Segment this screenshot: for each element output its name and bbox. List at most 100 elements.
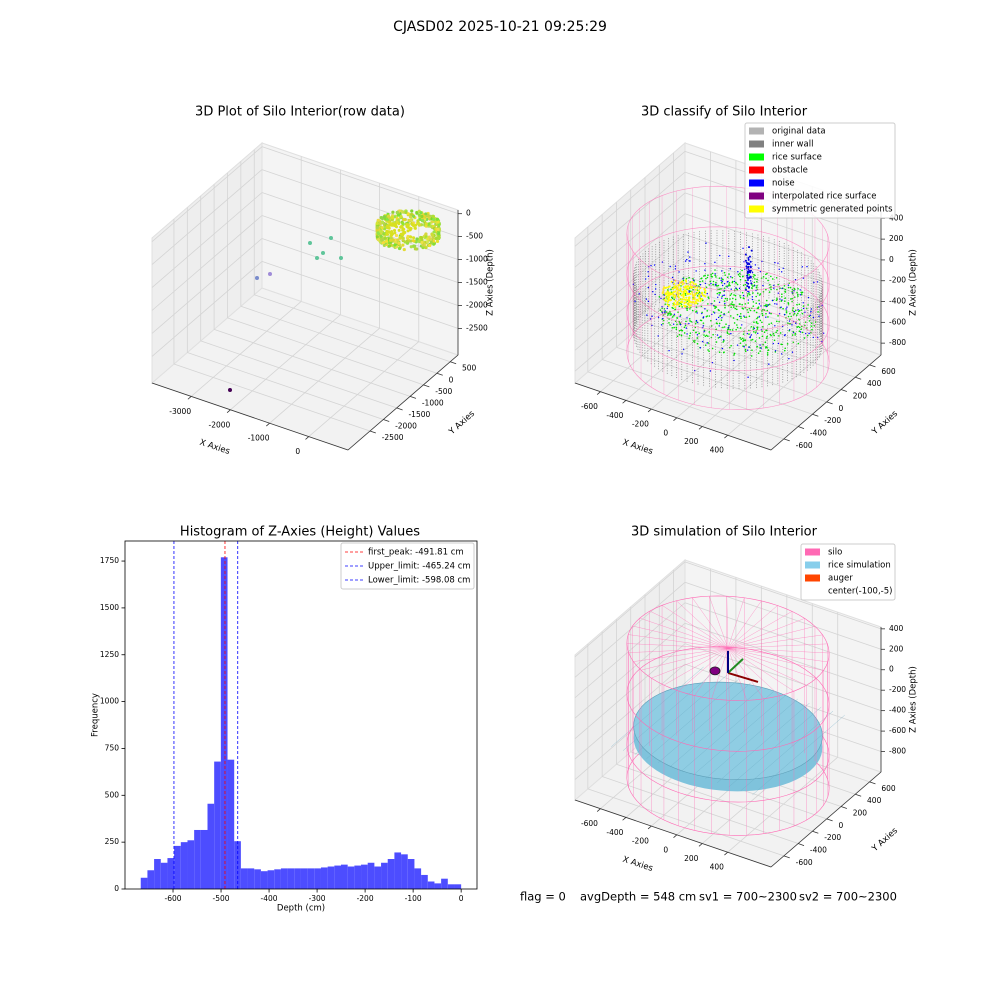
y-tick-label: 600 (881, 784, 896, 793)
point (757, 322, 759, 325)
tick-mark (812, 830, 819, 834)
point (771, 278, 774, 280)
point (698, 291, 701, 294)
tick-mark (840, 806, 848, 809)
point (780, 271, 783, 273)
point (773, 287, 775, 289)
silo-spoke (727, 611, 793, 649)
point (688, 296, 691, 299)
rice-mesh (646, 678, 740, 759)
point (688, 317, 691, 320)
grid-line (187, 352, 384, 420)
grid-line (684, 192, 882, 261)
point (802, 307, 805, 310)
point (391, 210, 395, 214)
point (782, 267, 784, 269)
legend-label: Upper_limit: -465.24 cm (368, 562, 471, 572)
point (677, 288, 680, 291)
point (746, 309, 748, 311)
point (634, 300, 636, 303)
point (429, 237, 433, 242)
point (393, 240, 398, 245)
y-tick-label: -200 (824, 833, 841, 842)
point (432, 217, 436, 221)
tick-mark (409, 395, 417, 399)
point (756, 280, 758, 283)
point (721, 347, 724, 350)
point (781, 287, 783, 290)
point (695, 311, 697, 313)
point (722, 339, 725, 341)
point (396, 213, 401, 217)
bar (260, 871, 268, 889)
point (754, 278, 756, 280)
grid-line (673, 297, 870, 366)
point (767, 279, 769, 282)
grid-line (644, 322, 842, 390)
point (406, 234, 410, 239)
point (731, 301, 733, 303)
point (766, 309, 769, 312)
point (732, 306, 735, 308)
point (662, 322, 664, 325)
point (695, 298, 698, 301)
point (748, 291, 750, 293)
point (720, 279, 722, 282)
legend-label: original data (772, 127, 826, 137)
bar (274, 869, 281, 889)
point (662, 290, 665, 293)
point (744, 348, 747, 351)
footer-text: flag = 0 (520, 890, 566, 904)
point (789, 286, 792, 289)
z-tick-label: -2000 (466, 300, 488, 309)
point (666, 286, 669, 289)
grid-line (651, 313, 762, 410)
point (715, 318, 718, 321)
x-tick-label: -600 (581, 819, 598, 828)
point (748, 293, 751, 296)
point (743, 316, 746, 319)
point (432, 230, 436, 234)
point (686, 293, 689, 296)
point (683, 302, 686, 305)
tick-mark (396, 407, 403, 411)
point (676, 335, 679, 338)
point (792, 307, 794, 309)
point (696, 295, 699, 297)
point (707, 274, 709, 277)
point (406, 229, 410, 233)
point (791, 334, 794, 336)
point (794, 334, 796, 336)
point (681, 353, 683, 355)
point (715, 341, 718, 343)
point (784, 288, 787, 291)
grid-line (261, 146, 459, 215)
point (647, 275, 650, 278)
point (692, 282, 695, 285)
point (702, 299, 704, 302)
point (788, 329, 791, 331)
point (710, 273, 712, 276)
point (797, 310, 800, 313)
legend-swatch (749, 192, 764, 200)
point (800, 309, 803, 311)
tick-mark (698, 843, 703, 847)
point (716, 292, 719, 295)
y-tick-label: -400 (810, 429, 827, 438)
grid-line (684, 561, 882, 630)
point (780, 295, 783, 298)
point (376, 238, 380, 242)
grid-line (574, 561, 686, 658)
point (714, 307, 716, 310)
point (658, 295, 661, 298)
point (721, 278, 724, 281)
point (731, 329, 734, 331)
point (415, 211, 419, 215)
point (687, 285, 690, 288)
point (808, 332, 810, 335)
point (428, 224, 433, 228)
point (677, 299, 680, 302)
point (720, 335, 722, 338)
point (680, 329, 682, 331)
y-axis-label: Frequency (91, 693, 101, 737)
